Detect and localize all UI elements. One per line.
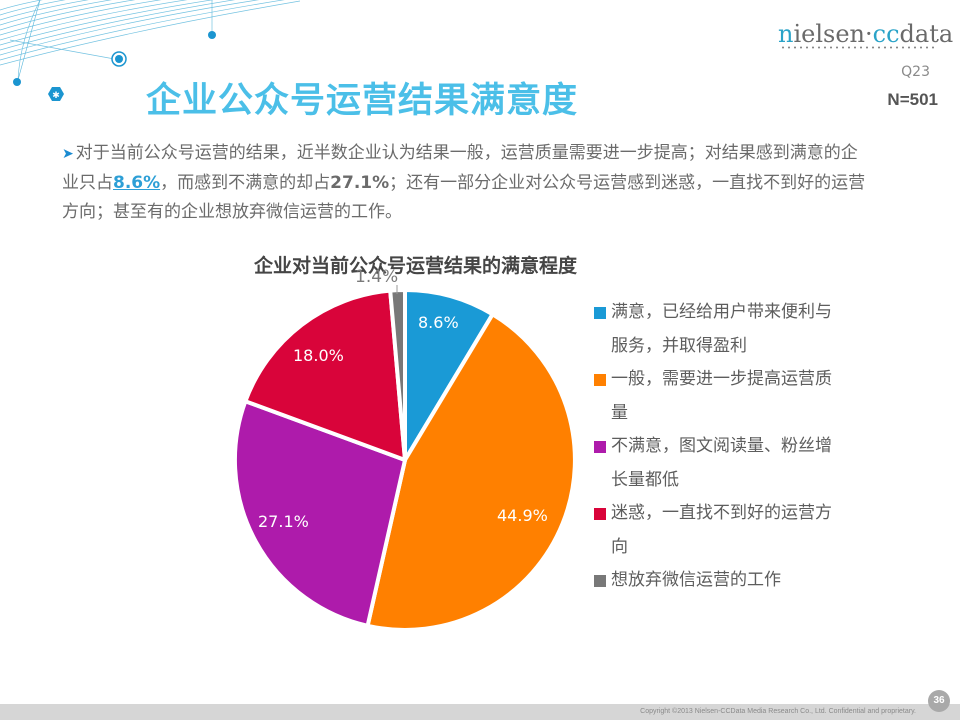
- legend-swatch: [594, 307, 606, 319]
- slice-confused: [243, 288, 407, 462]
- pie-label-average: 44.9%: [497, 506, 548, 525]
- brand-logo: nielsen·ccdata: [778, 20, 954, 48]
- legend-swatch: [594, 441, 606, 453]
- intro-paragraph: ➤ 对于当前公众号运营的结果，近半数企业认为结果一般，运营质量需要进一步提高；对结…: [62, 143, 866, 222]
- footer-bar: Copyright ©2013 Nielsen-CCData Media Res…: [0, 704, 960, 720]
- slice-give-up: [388, 287, 407, 462]
- copyright-text: Copyright ©2013 Nielsen-CCData Media Res…: [640, 708, 916, 715]
- legend-item-satisfied: 满意，已经给用户带来便利与 服务，并取得盈利: [594, 296, 864, 363]
- question-id: Q23: [901, 64, 930, 80]
- logo-dotted-underline: [780, 46, 936, 49]
- page-title: 企业公众号运营结果满意度: [146, 81, 579, 121]
- legend-item-average: 一般，需要进一步提高运营质量: [594, 363, 864, 430]
- legend-item-confused: 迷惑，一直找不到好的运营方向: [594, 497, 864, 564]
- node-dot: [13, 78, 21, 86]
- svg-text:✱: ✱: [52, 91, 60, 101]
- hexagon-icon: [48, 87, 64, 101]
- legend-swatch: [594, 374, 606, 386]
- legend-swatch: [594, 508, 606, 520]
- sample-size: N=501: [887, 90, 938, 109]
- decorative-network-lines: ✱: [0, 0, 300, 101]
- pie-label-confused: 18.0%: [293, 346, 344, 365]
- node-ring-center: [115, 55, 123, 63]
- legend-item-dissatisfied: 不满意，图文阅读量、粉丝增 长量都低: [594, 430, 864, 497]
- slice-average: [365, 312, 577, 632]
- chart-title: 企业对当前公众号运营结果的满意程度: [254, 255, 578, 277]
- arrow-bullet-icon: ➤: [62, 146, 74, 162]
- chart-legend: 满意，已经给用户带来便利与 服务，并取得盈利 一般，需要进一步提高运营质量 不满意…: [594, 296, 864, 598]
- page-number-badge: 36: [928, 690, 950, 712]
- pie-label-give-up: 1.4%: [355, 267, 399, 287]
- pie-label-satisfied: 8.6%: [418, 313, 459, 332]
- highlight-satisfied-percent: 8.6%: [113, 173, 161, 193]
- pie-label-dissatisfied: 27.1%: [258, 512, 309, 531]
- node-dot: [208, 31, 216, 39]
- dissatisfied-percent: 27.1%: [330, 173, 390, 193]
- legend-swatch: [594, 575, 606, 587]
- slice-dissatisfied: [232, 399, 407, 628]
- legend-item-give-up: 想放弃微信运营的工作: [594, 564, 864, 598]
